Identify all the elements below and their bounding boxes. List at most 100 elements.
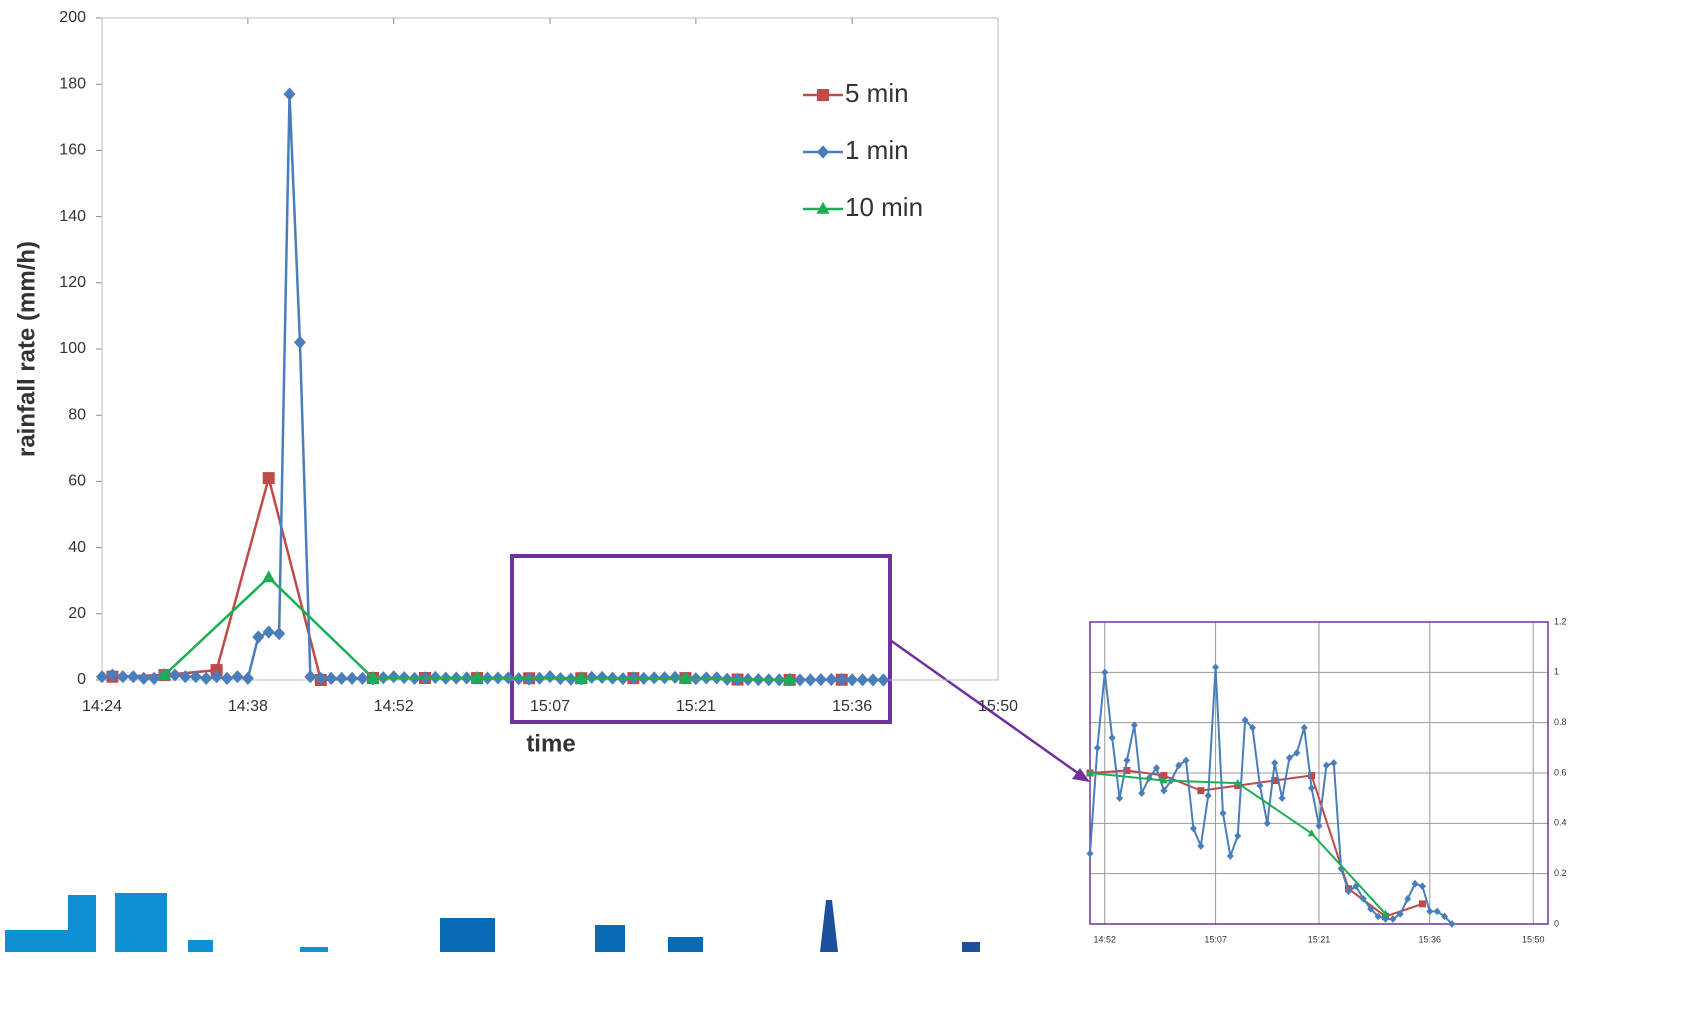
x-tick-label: 14:24	[82, 698, 122, 715]
marker	[1307, 829, 1316, 837]
y-tick-label: 200	[59, 9, 86, 26]
marker	[1271, 777, 1279, 785]
decor	[595, 925, 625, 952]
marker	[1300, 723, 1308, 732]
marker	[783, 672, 797, 685]
marker	[1219, 809, 1227, 818]
marker	[1197, 842, 1205, 850]
marker	[1123, 766, 1131, 774]
marker	[106, 668, 119, 682]
y-axis-label: rainfall rate (mm/h)	[13, 241, 40, 457]
y-tick-label: 180	[59, 75, 86, 92]
zoom-box	[510, 554, 892, 724]
marker	[157, 667, 172, 680]
marker	[1160, 772, 1168, 780]
marker	[1374, 912, 1382, 921]
decor	[5, 930, 70, 952]
marker	[804, 673, 817, 687]
marker	[1086, 849, 1094, 858]
marker	[825, 672, 838, 687]
x-tick-label: 14:52	[374, 698, 414, 715]
marker	[544, 670, 556, 684]
marker	[168, 668, 181, 682]
x-axis-label: time	[526, 730, 575, 757]
marker	[1152, 764, 1160, 772]
marker	[335, 671, 348, 685]
legend-label: 5 min	[845, 78, 909, 108]
marker	[1337, 864, 1345, 873]
marker	[1101, 668, 1109, 677]
y-tick-label: 120	[59, 274, 86, 291]
x-tick-label: 15:07	[530, 698, 570, 715]
x-tick-label: 14:38	[228, 698, 268, 715]
marker	[1175, 761, 1183, 770]
marker	[1189, 824, 1197, 833]
y-tick-label: 0.8	[1554, 717, 1567, 727]
marker	[1308, 772, 1316, 780]
marker	[1108, 733, 1116, 742]
marker	[116, 670, 129, 684]
decor	[820, 900, 838, 952]
marker	[1197, 787, 1205, 795]
marker	[669, 670, 682, 685]
marker	[1404, 894, 1412, 903]
marker	[866, 673, 879, 687]
marker	[346, 671, 359, 685]
series-line	[1089, 772, 1387, 915]
zoom-arrow-head	[1072, 768, 1090, 782]
marker	[1263, 819, 1271, 828]
y-tick-label: 1.2	[1554, 616, 1567, 626]
x-tick-label: 15:36	[832, 698, 872, 715]
x-tick-label: 15:50	[978, 698, 1018, 715]
marker	[1271, 759, 1279, 767]
marker	[283, 87, 296, 101]
marker	[1315, 822, 1323, 830]
decor	[440, 918, 495, 952]
marker	[241, 671, 254, 685]
marker	[1249, 723, 1257, 732]
marker	[1389, 915, 1397, 923]
y-tick-label: 140	[59, 208, 86, 225]
marker	[293, 335, 306, 349]
marker	[1093, 743, 1101, 752]
decor-skyline	[5, 893, 980, 952]
decor	[188, 940, 213, 952]
y-tick-label: 0.4	[1554, 818, 1567, 828]
marker	[210, 670, 223, 684]
y-tick-label: 40	[68, 539, 86, 556]
y-tick-label: 0	[77, 671, 86, 688]
marker	[210, 664, 223, 677]
marker	[366, 670, 380, 683]
marker	[387, 670, 400, 684]
marker	[1086, 768, 1094, 776]
marker	[1256, 781, 1264, 790]
marker	[1278, 794, 1286, 803]
marker	[817, 89, 829, 101]
marker	[127, 670, 140, 684]
marker	[356, 671, 369, 685]
decor	[300, 947, 328, 952]
series-line	[101, 92, 884, 682]
marker	[1418, 900, 1426, 908]
y-tick-label: 100	[59, 340, 86, 357]
series-line	[112, 476, 842, 682]
marker	[1138, 789, 1146, 797]
marker	[1123, 756, 1131, 765]
y-tick-label: 1	[1554, 667, 1559, 677]
marker	[262, 570, 276, 583]
marker	[200, 671, 213, 685]
marker	[273, 627, 286, 641]
marker	[470, 670, 484, 683]
marker	[1145, 774, 1153, 782]
marker	[1308, 784, 1316, 792]
decor	[668, 937, 703, 952]
marker	[1426, 907, 1434, 916]
marker	[856, 673, 869, 687]
marker	[1241, 716, 1249, 724]
marker	[304, 670, 317, 684]
marker	[1160, 786, 1168, 795]
marker	[1359, 894, 1367, 903]
marker	[96, 670, 108, 684]
marker	[835, 672, 848, 687]
y-tick-label: 0.2	[1554, 868, 1567, 878]
